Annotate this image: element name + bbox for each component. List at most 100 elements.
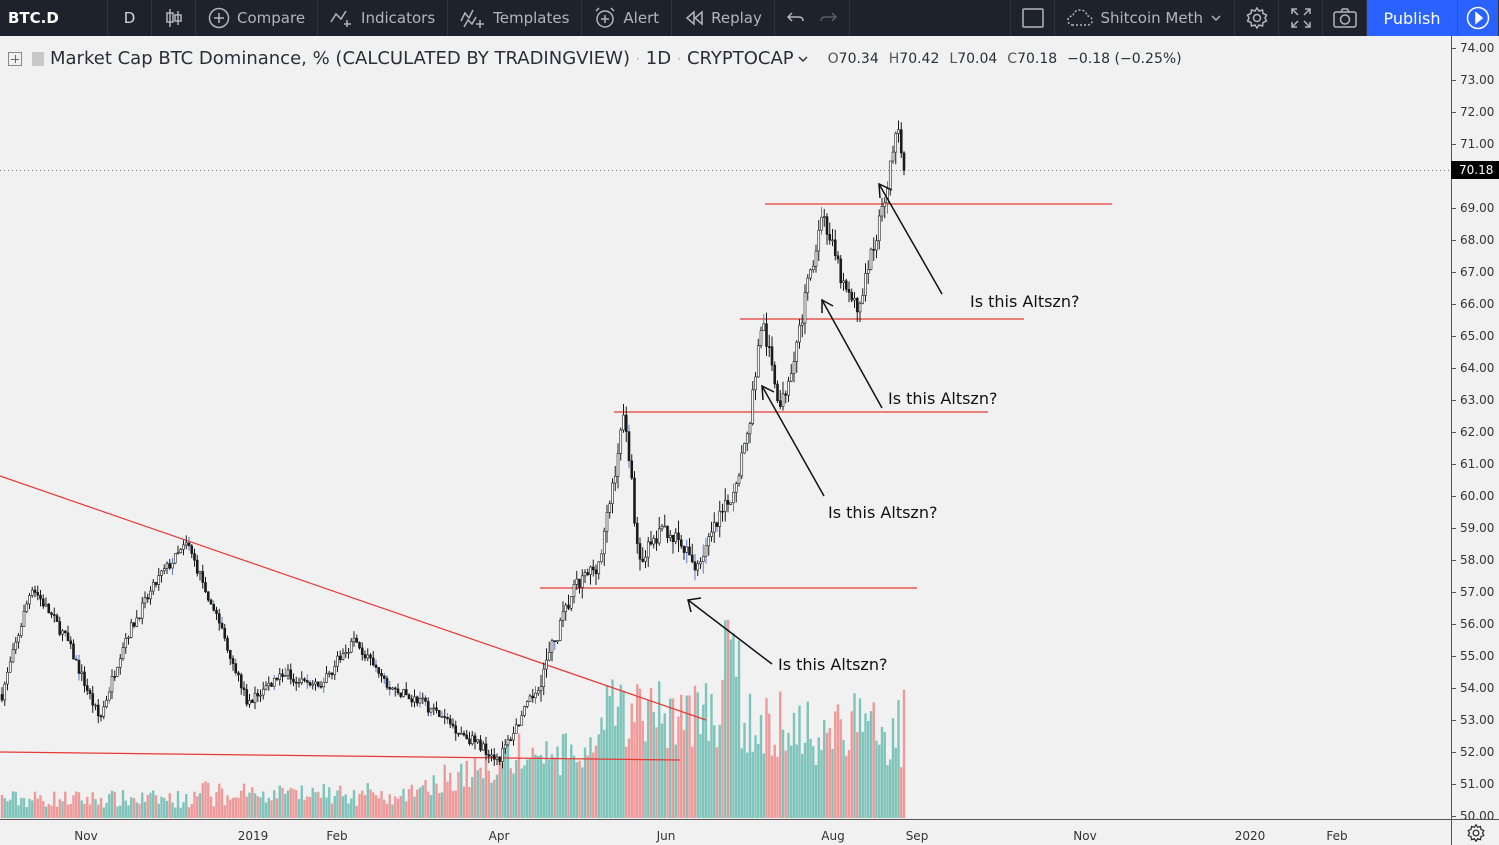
candle-body: [833, 239, 837, 257]
alert-button[interactable]: Alert: [582, 0, 673, 36]
candle-body: [264, 685, 268, 690]
volume-bar: [674, 744, 677, 818]
candle-body: [314, 681, 317, 685]
price-label: 61.00: [1460, 457, 1495, 471]
candle-body: [633, 477, 636, 524]
volume-bar: [146, 795, 149, 818]
candle-body: [173, 553, 177, 564]
candle-body: [721, 510, 724, 513]
candle-body: [891, 151, 895, 162]
volume-bar: [740, 748, 743, 818]
chart-pane[interactable]: [0, 36, 1451, 819]
volume-bar: [416, 789, 419, 818]
candle-body: [179, 549, 183, 554]
volume-bar: [531, 747, 534, 818]
volume-bar: [512, 773, 515, 818]
candle-body: [132, 622, 136, 627]
volume-bar: [490, 782, 493, 818]
volume-bar: [275, 798, 279, 818]
replay-button[interactable]: Replay: [672, 0, 775, 36]
publish-button[interactable]: Publish: [1367, 0, 1457, 36]
candle-body: [754, 376, 757, 391]
select-layout-button[interactable]: [1011, 0, 1056, 36]
volume-bar: [592, 752, 595, 818]
candle-body: [558, 620, 562, 641]
candle-body: [649, 541, 653, 545]
redo-icon[interactable]: [819, 11, 837, 25]
volume-bar: [537, 755, 540, 818]
candle-body: [396, 688, 400, 694]
volume-bar: [644, 741, 647, 818]
volume-bar: [248, 792, 251, 818]
interval-button[interactable]: D: [108, 0, 152, 36]
candle-body: [217, 613, 221, 624]
compare-button[interactable]: Compare: [196, 0, 319, 36]
time-axis[interactable]: Nov 2019 Feb Apr Jun Aug Sep Nov 2020 Feb: [0, 819, 1451, 845]
volume-bar: [891, 718, 895, 818]
volume-bar: [550, 754, 554, 818]
chart-style-button[interactable]: [152, 0, 196, 36]
candle-body: [864, 273, 867, 296]
volume-bar: [355, 805, 358, 818]
annotation-text[interactable]: Is this Altszn?: [970, 292, 1080, 311]
candle-body: [319, 685, 323, 688]
snapshot-button[interactable]: [1323, 0, 1367, 36]
candle-body: [501, 748, 504, 762]
templates-button[interactable]: Templates: [448, 0, 583, 36]
candle-body: [374, 664, 378, 668]
volume-bar: [154, 795, 158, 818]
volume-bar: [105, 802, 108, 818]
price-label: 54.00: [1460, 681, 1495, 695]
candle-body: [325, 673, 328, 683]
candle-body: [512, 733, 515, 741]
volume-bar: [803, 742, 807, 818]
candle-body: [421, 697, 425, 700]
fullscreen-button[interactable]: [1279, 0, 1323, 36]
annotation-text[interactable]: Is this Altszn?: [888, 389, 998, 408]
layout-menu-button[interactable]: Shitcoin Meth: [1055, 0, 1235, 36]
support-line[interactable]: [0, 751, 681, 761]
candle-body: [718, 510, 722, 527]
annotation-text[interactable]: Is this Altszn?: [778, 655, 888, 674]
price-label: 62.00: [1460, 425, 1495, 439]
symbol-search[interactable]: BTC.D: [0, 0, 108, 36]
candle-body: [583, 572, 587, 577]
price-tick: [1452, 752, 1456, 753]
descending-trendline[interactable]: [0, 475, 707, 721]
volume-bar: [20, 797, 23, 818]
candle-body: [781, 393, 785, 407]
candle-body: [3, 683, 7, 701]
volume-bar: [853, 693, 856, 818]
symbol-label: BTC.D: [8, 9, 59, 27]
indicators-button[interactable]: Indicators: [318, 0, 449, 36]
candle-body: [146, 597, 150, 600]
volume-bar: [102, 807, 105, 818]
volume-bar: [707, 740, 710, 818]
undo-icon[interactable]: [786, 11, 805, 25]
price-axis[interactable]: 74.00 73.00 72.00 71.00 69.00 68.00 67.00 66.00…: [1451, 36, 1499, 823]
volume-bar: [784, 750, 787, 818]
volume-bar: [718, 724, 721, 818]
trend-lines[interactable]: [0, 203, 1112, 761]
volume-bar: [53, 791, 56, 818]
volume-bar: [341, 796, 345, 818]
volume-bar: [218, 783, 221, 818]
volume-bar: [31, 800, 34, 818]
chevron-down-icon[interactable]: [798, 55, 808, 63]
candle-body: [107, 691, 111, 701]
volume-bar: [883, 732, 886, 818]
play-button[interactable]: [1457, 0, 1499, 36]
settings-button[interactable]: [1235, 0, 1279, 36]
expand-icon[interactable]: [8, 51, 22, 66]
volume-bar: [779, 691, 782, 818]
candle-body: [160, 570, 163, 576]
annotation-text[interactable]: Is this Altszn?: [828, 503, 938, 522]
candle-body: [820, 216, 823, 231]
volume-bar: [377, 798, 380, 818]
legend-title[interactable]: Market Cap BTC Dominance, % (CALCULATED …: [50, 48, 630, 69]
volume-bar: [603, 729, 606, 818]
candle-body: [509, 739, 513, 741]
volume-bar: [347, 803, 350, 818]
layout-name: Shitcoin Meth: [1100, 9, 1203, 27]
axis-settings-button[interactable]: [1451, 819, 1499, 845]
